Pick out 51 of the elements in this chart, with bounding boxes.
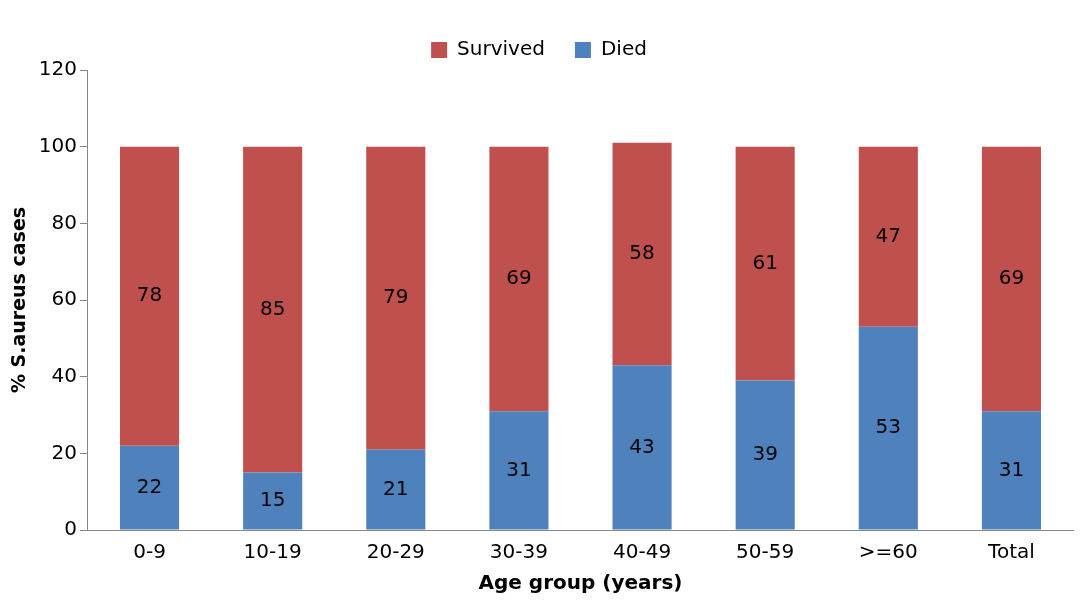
bar — [858, 146, 918, 327]
x-tick-label: Total — [987, 539, 1035, 564]
y-tick-label: 60 — [51, 286, 77, 311]
bar — [243, 146, 303, 473]
data-label: 31 — [506, 456, 532, 481]
y-tick-label: 40 — [51, 362, 77, 387]
x-tick-label: 0-9 — [133, 539, 166, 564]
bar — [612, 142, 672, 366]
data-label: 47 — [875, 222, 902, 247]
y-tick-label: 20 — [51, 439, 77, 464]
bar — [243, 472, 303, 530]
data-label: 61 — [752, 249, 778, 274]
bar — [119, 445, 180, 530]
y-tick-label: 100 — [38, 132, 77, 157]
data-label: 85 — [259, 295, 286, 320]
data-label: 21 — [383, 475, 409, 500]
bar — [119, 146, 180, 446]
y-tick-label: 120 — [38, 56, 77, 81]
data-label: 79 — [383, 284, 409, 309]
y-tick-label: 0 — [64, 516, 77, 541]
bar — [735, 146, 795, 381]
x-tick-label: 10-19 — [243, 539, 302, 564]
y-axis-title: % S.aureus cases — [7, 206, 30, 394]
bar — [735, 380, 795, 530]
legend-label: Survived — [457, 36, 545, 61]
data-label: 39 — [752, 441, 778, 466]
data-label: 69 — [998, 265, 1025, 290]
x-tick-label: >=60 — [858, 539, 918, 564]
bar — [981, 411, 1041, 530]
data-label: 69 — [506, 265, 532, 290]
x-tick-label: 50-59 — [736, 539, 795, 564]
bar — [489, 146, 549, 412]
bar — [366, 146, 426, 450]
data-label: 78 — [136, 282, 163, 307]
data-label: 53 — [875, 414, 902, 439]
legend-label: Died — [600, 36, 647, 61]
x-tick-label: 30-39 — [489, 539, 548, 564]
x-tick-label: 20-29 — [366, 539, 425, 564]
data-label: 15 — [259, 487, 286, 512]
bar — [489, 411, 549, 530]
data-label: 43 — [629, 433, 655, 458]
x-axis-title: Age group (years) — [478, 570, 683, 595]
bar — [612, 365, 672, 530]
bar — [858, 326, 918, 530]
y-tick-label: 80 — [51, 209, 77, 234]
bar — [366, 449, 426, 530]
x-tick-label: 40-49 — [612, 539, 672, 564]
bar — [981, 146, 1041, 412]
data-label: 31 — [998, 456, 1025, 481]
data-label: 22 — [136, 473, 163, 498]
data-label: 58 — [629, 240, 655, 265]
